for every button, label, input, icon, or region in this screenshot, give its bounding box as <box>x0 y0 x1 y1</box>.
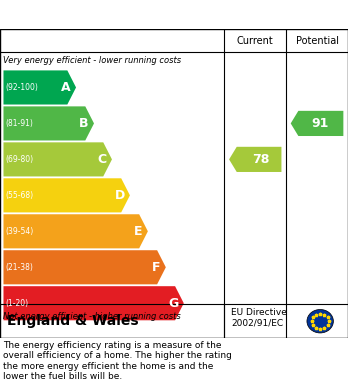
Text: F: F <box>152 261 160 274</box>
Text: (92-100): (92-100) <box>5 83 38 92</box>
Text: (69-80): (69-80) <box>5 155 33 164</box>
Polygon shape <box>291 111 343 136</box>
Text: England & Wales: England & Wales <box>7 314 139 328</box>
Polygon shape <box>3 142 112 176</box>
Text: (39-54): (39-54) <box>5 227 33 236</box>
Text: Energy Efficiency Rating: Energy Efficiency Rating <box>7 7 217 22</box>
Polygon shape <box>3 250 166 284</box>
Polygon shape <box>229 147 282 172</box>
Polygon shape <box>3 178 130 212</box>
Text: The energy efficiency rating is a measure of the
overall efficiency of a home. T: The energy efficiency rating is a measur… <box>3 341 232 381</box>
Text: (55-68): (55-68) <box>5 191 33 200</box>
Polygon shape <box>3 106 94 140</box>
Polygon shape <box>3 286 184 320</box>
Text: D: D <box>114 189 125 202</box>
Text: G: G <box>168 297 179 310</box>
Text: EU Directive
2002/91/EC: EU Directive 2002/91/EC <box>231 308 287 328</box>
Text: Not energy efficient - higher running costs: Not energy efficient - higher running co… <box>3 312 181 321</box>
Text: (21-38): (21-38) <box>5 263 33 272</box>
Text: (81-91): (81-91) <box>5 119 33 128</box>
Text: B: B <box>79 117 89 130</box>
Text: 78: 78 <box>252 153 269 166</box>
Text: Current: Current <box>237 36 274 46</box>
Text: A: A <box>61 81 71 94</box>
Text: Potential: Potential <box>295 36 339 46</box>
Text: Very energy efficient - lower running costs: Very energy efficient - lower running co… <box>3 56 182 65</box>
Polygon shape <box>3 214 148 248</box>
Text: C: C <box>97 153 107 166</box>
Circle shape <box>307 310 333 333</box>
Text: (1-20): (1-20) <box>5 299 28 308</box>
Text: E: E <box>134 225 143 238</box>
Polygon shape <box>3 70 76 104</box>
Text: 91: 91 <box>311 117 329 130</box>
